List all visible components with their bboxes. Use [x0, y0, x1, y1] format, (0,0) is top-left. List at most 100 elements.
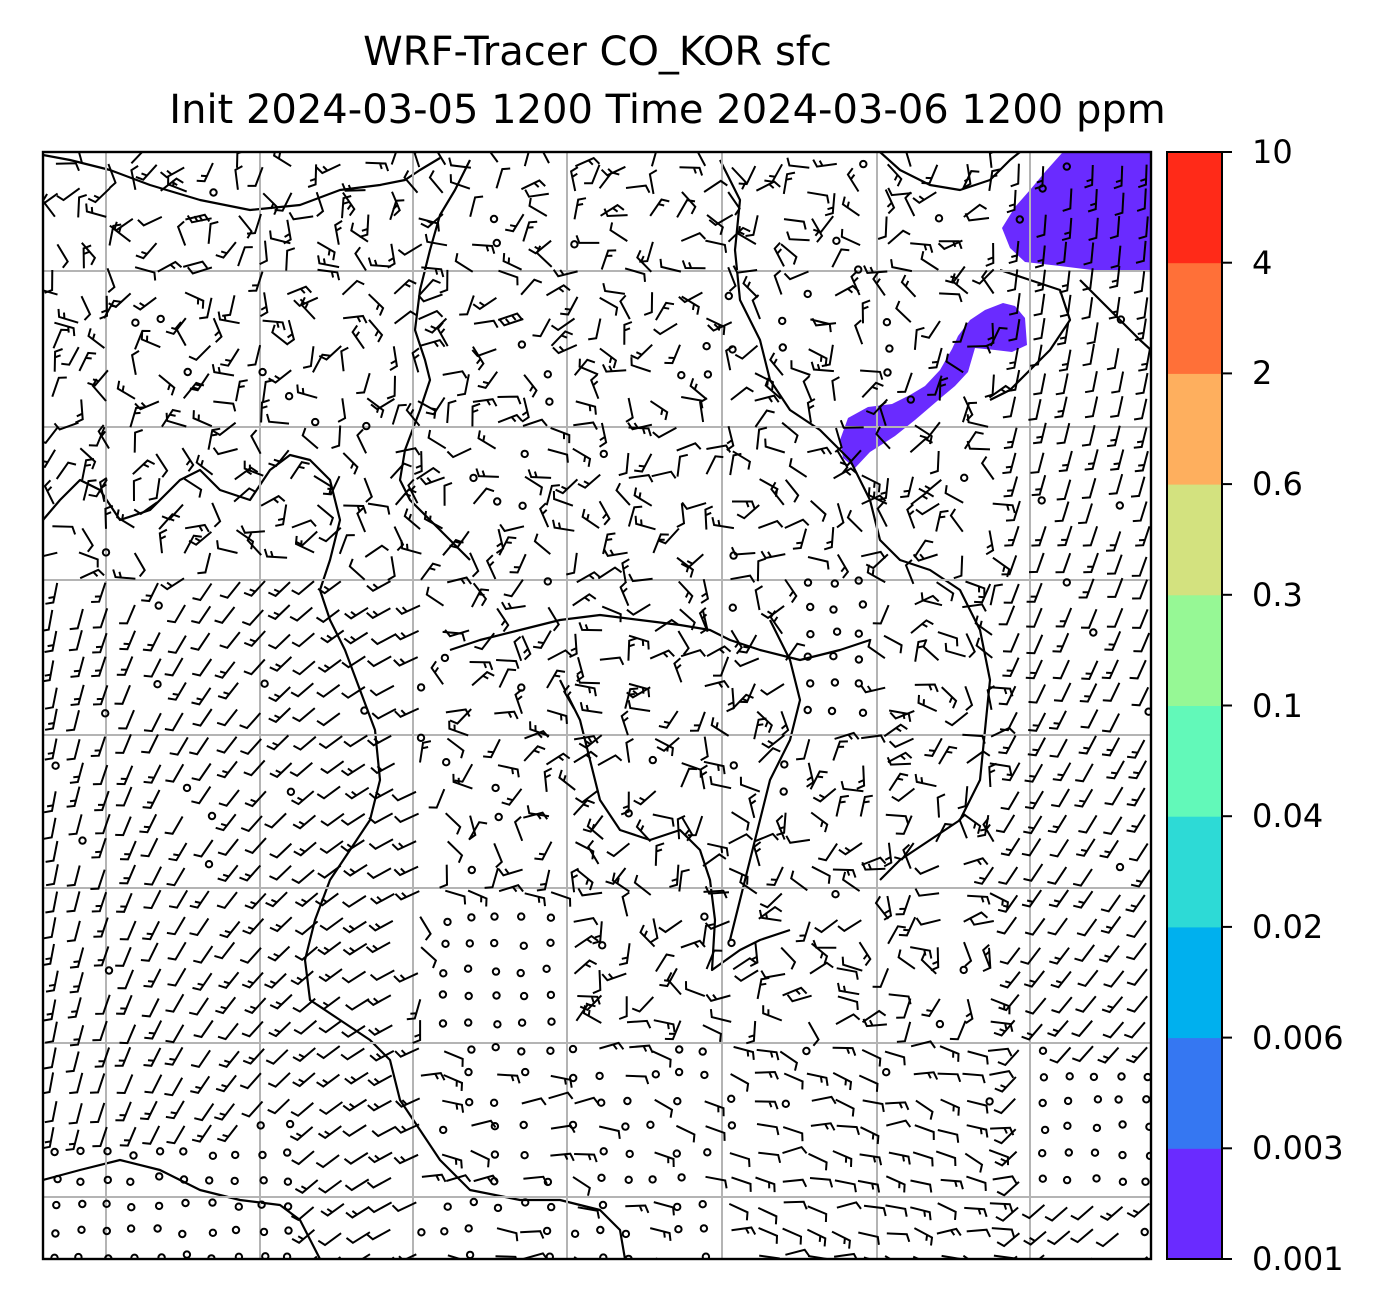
- wind-barb: [949, 1020, 967, 1041]
- calm-wind-marker: [829, 605, 838, 614]
- wind-barb: [90, 1102, 106, 1124]
- wind-barb: [895, 894, 912, 916]
- calm-wind-marker: [778, 343, 787, 352]
- wind-barb: [193, 1019, 214, 1039]
- calm-wind-marker: [882, 1068, 891, 1077]
- wind-barb: [454, 763, 474, 783]
- wind-barb: [999, 971, 1021, 989]
- wind-barb: [782, 171, 796, 195]
- calm-wind-marker: [179, 1175, 189, 1184]
- wind-barb: [1003, 427, 1018, 450]
- wind-barb: [573, 916, 599, 926]
- wind-barb: [1135, 525, 1151, 547]
- wind-barb: [317, 658, 342, 673]
- wind-barb: [838, 842, 863, 856]
- wind-barb: [395, 604, 421, 615]
- wind-barb: [807, 1021, 820, 1047]
- wind-barb: [193, 839, 214, 858]
- wind-barb: [809, 1177, 834, 1188]
- wind-barb: [550, 317, 576, 332]
- wind-barb: [655, 953, 675, 973]
- wind-barb: [985, 242, 995, 267]
- wind-barb: [806, 1228, 827, 1247]
- wind-barb: [234, 165, 243, 190]
- calm-wind-marker: [78, 1199, 87, 1209]
- wind-barb: [65, 1129, 80, 1151]
- wind-barb: [268, 449, 290, 468]
- wind-barb: [706, 645, 732, 657]
- wind-barb: [92, 764, 109, 786]
- wind-barb: [1036, 214, 1047, 238]
- wind-barb: [773, 269, 783, 295]
- wind-barb: [573, 750, 598, 764]
- wind-barb: [1133, 427, 1148, 449]
- wind-barb: [705, 455, 724, 475]
- wind-barb: [420, 946, 438, 969]
- wind-barb: [578, 358, 599, 376]
- wind-barb: [971, 268, 995, 285]
- calm-wind-marker: [934, 214, 944, 223]
- wind-barb: [116, 509, 135, 529]
- wind-barb: [294, 535, 315, 554]
- wind-barb: [634, 453, 653, 473]
- wind-barb: [965, 633, 976, 659]
- wind-barb: [1024, 917, 1046, 936]
- wind-barb: [936, 581, 955, 602]
- calm-wind-marker: [1115, 501, 1125, 510]
- wind-barb: [841, 871, 861, 892]
- wind-barb: [366, 580, 391, 593]
- wind-barb: [812, 159, 837, 168]
- calm-wind-marker: [259, 1227, 269, 1237]
- wind-barb: [1057, 525, 1073, 547]
- calm-wind-marker: [698, 1200, 707, 1209]
- wind-barb: [67, 997, 82, 1019]
- wind-barb: [43, 426, 59, 444]
- wind-barb: [814, 919, 839, 934]
- calm-wind-marker: [677, 371, 686, 380]
- wind-barb: [962, 733, 986, 745]
- wind-barb: [786, 231, 810, 242]
- wind-barb: [1047, 866, 1068, 885]
- wind-barb: [742, 275, 759, 299]
- wind-barb: [191, 1124, 212, 1143]
- wind-barb: [832, 1046, 857, 1056]
- wind-barb: [367, 1074, 393, 1087]
- wind-barb: [745, 1020, 757, 1045]
- wind-barb: [785, 642, 806, 661]
- wind-barb: [966, 440, 991, 451]
- wind-barb: [989, 1202, 1014, 1213]
- wind-barb: [703, 760, 726, 775]
- wind-barb: [856, 765, 866, 790]
- calm-wind-marker: [127, 1203, 136, 1212]
- wind-barb: [915, 1099, 934, 1120]
- calm-wind-marker: [1062, 578, 1072, 587]
- calm-wind-marker: [1089, 628, 1098, 637]
- wind-barb: [68, 1103, 83, 1125]
- wind-barb: [627, 699, 651, 712]
- wind-barb: [987, 1047, 1013, 1057]
- wind-barb: [1080, 608, 1098, 629]
- wind-barb: [317, 1232, 342, 1247]
- wind-barb: [810, 500, 827, 522]
- wind-barb: [312, 353, 331, 373]
- wind-barb: [758, 909, 782, 922]
- wind-barb: [157, 260, 183, 273]
- wind-barb: [832, 868, 857, 878]
- wind-barb: [395, 1097, 421, 1108]
- wind-barb: [1098, 945, 1120, 963]
- wind-barb: [294, 530, 318, 547]
- wind-barb: [834, 1179, 857, 1193]
- wind-barb: [183, 477, 203, 498]
- wind-barb: [291, 519, 317, 529]
- wind-barb: [886, 1232, 911, 1243]
- wind-barb: [115, 734, 132, 754]
- wind-barb: [348, 558, 366, 581]
- wind-barb: [1053, 682, 1072, 702]
- wind-barb: [214, 1103, 235, 1121]
- wind-barb: [560, 296, 579, 316]
- wind-barb: [1109, 265, 1121, 289]
- wind-barb: [699, 764, 708, 790]
- wind-barb: [241, 1020, 264, 1038]
- calm-wind-marker: [829, 652, 838, 661]
- wind-barb: [1101, 996, 1124, 1014]
